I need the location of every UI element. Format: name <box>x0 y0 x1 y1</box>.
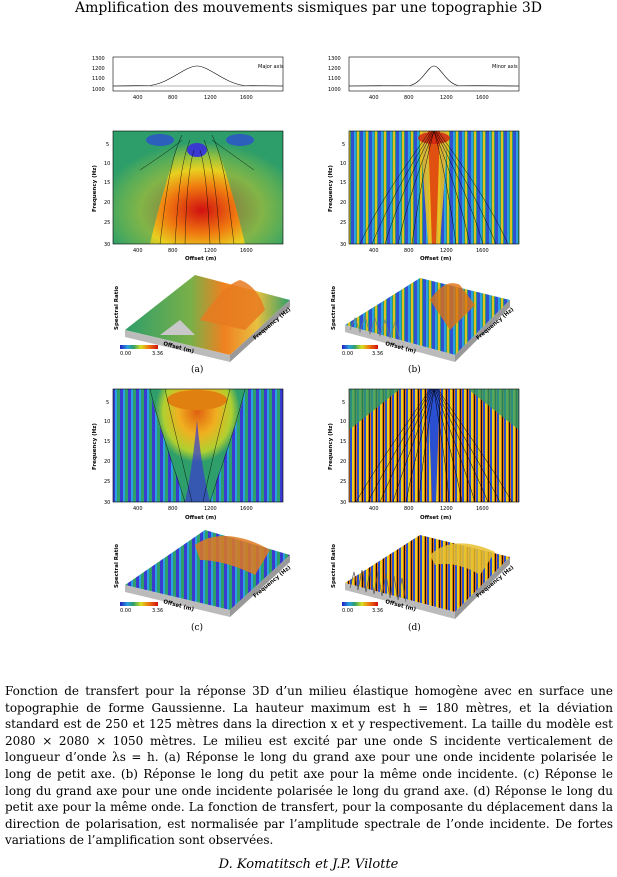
tick-label: 25 <box>340 479 346 485</box>
tick-label: 1600 <box>476 248 489 254</box>
z-axis-label: Spectral Ratio <box>114 544 120 588</box>
tick-label: 15 <box>104 180 110 186</box>
colorbar-max-label: 3.36 <box>152 608 163 614</box>
tick-label: 1200 <box>204 248 217 254</box>
x-axis-label: Offset (m) <box>185 515 217 521</box>
contour-panel-a: 5 10 15 20 25 30 400 800 1200 1600 Offse… <box>92 130 284 262</box>
tick-label: 1200 <box>204 506 217 512</box>
y-axis-label: Frequency (Hz) <box>92 165 98 212</box>
tick-label: 1600 <box>240 95 253 101</box>
y-axis-label: Frequency (Hz) <box>328 423 334 470</box>
figure: Major axis 1300 1200 1100 1000 400 800 1… <box>92 56 520 633</box>
tick-label: 400 <box>369 248 379 254</box>
tick-label: 1200 <box>92 66 105 72</box>
y-axis-label: Frequency (Hz) <box>92 423 98 470</box>
profile-label: Minor axis <box>492 64 518 70</box>
tick-label: 1600 <box>476 95 489 101</box>
panel-label-a: (a) <box>191 364 203 375</box>
tick-label: 1100 <box>92 76 105 82</box>
tick-label: 25 <box>104 479 110 485</box>
tick-label: 25 <box>340 220 346 226</box>
tick-label: 800 <box>404 95 414 101</box>
tick-label: 10 <box>104 161 110 167</box>
tick-label: 10 <box>340 161 346 167</box>
tick-label: 20 <box>340 200 346 206</box>
figure-caption: Fonction de transfert pour la réponse 3D… <box>5 684 613 848</box>
tick-label: 1200 <box>328 66 341 72</box>
tick-label: 1200 <box>440 506 453 512</box>
z-axis-label: Spectral Ratio <box>331 544 337 588</box>
y-axis-label: Frequency (Hz) <box>328 165 334 212</box>
contour-panel-d: 5 10 15 20 25 30 400 800 1200 1600 Offse… <box>328 388 520 521</box>
tick-label: 1300 <box>328 56 341 62</box>
tick-label: 800 <box>168 248 178 254</box>
colorbar-max-label: 3.36 <box>372 351 383 357</box>
tick-label: 400 <box>369 506 379 512</box>
tick-label: 1600 <box>240 506 253 512</box>
tick-label: 1000 <box>328 87 341 93</box>
tick-label: 1300 <box>92 56 105 62</box>
panel-label-c: (c) <box>191 622 203 633</box>
x-axis-label: Offset (m) <box>420 515 452 521</box>
tick-label: 800 <box>404 506 414 512</box>
tick-label: 30 <box>104 500 110 506</box>
colorbar-min-label: 0.00 <box>120 608 131 614</box>
profile-label: Major axis <box>258 64 284 70</box>
tick-label: 400 <box>133 248 143 254</box>
page-footer-authors: D. Komatitsch et J.P. Vilotte <box>218 857 399 872</box>
colorbar-max-label: 3.36 <box>152 351 163 357</box>
z-axis-label: Spectral Ratio <box>331 286 337 330</box>
colorbar-min-label: 0.00 <box>120 351 131 357</box>
tick-label: 15 <box>340 439 346 445</box>
tick-label: 20 <box>104 459 110 465</box>
surface-panel-b: Spectral Ratio Offset (m) Frequency (Hz)… <box>331 278 516 375</box>
tick-label: 1000 <box>92 87 105 93</box>
tick-label: 1200 <box>440 95 453 101</box>
tick-label: 400 <box>133 506 143 512</box>
profile-major-axis: Major axis 1300 1200 1100 1000 400 800 1… <box>92 56 284 101</box>
colorbar-min-label: 0.00 <box>342 351 353 357</box>
colorbar-max-label: 3.36 <box>372 608 383 614</box>
tick-label: 400 <box>133 95 143 101</box>
contour-panel-b: 5 10 15 20 25 30 400 800 1200 1600 Offse… <box>328 130 520 262</box>
tick-label: 5 <box>342 400 345 406</box>
tick-label: 400 <box>369 95 379 101</box>
tick-label: 15 <box>104 439 110 445</box>
tick-label: 30 <box>104 242 110 248</box>
tick-label: 25 <box>104 220 110 226</box>
profile-minor-axis: Minor axis 1300 1200 1100 1000 400 800 1… <box>328 56 520 101</box>
tick-label: 1600 <box>240 248 253 254</box>
tick-label: 20 <box>340 459 346 465</box>
colorbar-min-label: 0.00 <box>342 608 353 614</box>
x-axis-label: Offset (m) <box>420 256 452 262</box>
contour-panel-c: 5 10 15 20 25 30 400 800 1200 1600 Offse… <box>92 388 284 521</box>
tick-label: 5 <box>342 142 345 148</box>
tick-label: 800 <box>404 248 414 254</box>
tick-label: 30 <box>340 500 346 506</box>
tick-label: 1100 <box>328 76 341 82</box>
tick-label: 10 <box>104 419 110 425</box>
tick-label: 1200 <box>204 95 217 101</box>
surface-panel-d: Spectral Ratio Offset (m) Frequency (Hz)… <box>331 535 516 633</box>
surface-panel-a: Spectral Ratio Offset (m) Frequency (Hz)… <box>114 275 293 375</box>
tick-label: 1200 <box>440 248 453 254</box>
tick-label: 1600 <box>476 506 489 512</box>
x-axis-label: Offset (m) <box>185 256 217 262</box>
page-header: Amplification des mouvements sismiques p… <box>75 0 542 16</box>
z-axis-label: Spectral Ratio <box>114 286 120 330</box>
tick-label: 15 <box>340 180 346 186</box>
tick-label: 800 <box>168 506 178 512</box>
surface-panel-c: Spectral Ratio Offset (m) Frequency (Hz)… <box>114 530 293 633</box>
tick-label: 5 <box>106 142 109 148</box>
tick-label: 30 <box>340 242 346 248</box>
panel-label-b: (b) <box>408 364 421 375</box>
tick-label: 800 <box>168 95 178 101</box>
tick-label: 10 <box>340 419 346 425</box>
tick-label: 5 <box>106 400 109 406</box>
panel-label-d: (d) <box>408 622 421 633</box>
tick-label: 20 <box>104 200 110 206</box>
